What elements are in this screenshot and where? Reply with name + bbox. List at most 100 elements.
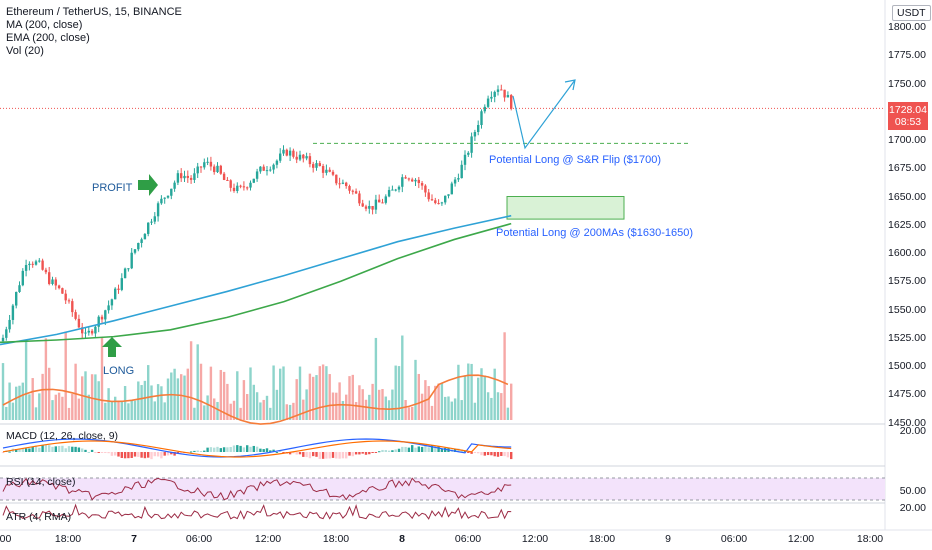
macd-label[interactable]: MACD (12, 26, close, 9) (6, 430, 119, 442)
candle-body (117, 288, 120, 290)
candle-body (180, 173, 183, 179)
macd-histogram-bar (378, 451, 381, 453)
volume-bar (153, 401, 156, 420)
macd-histogram-bar (114, 452, 117, 456)
macd-histogram-bar (262, 449, 265, 452)
ma-200-line (0, 214, 512, 346)
volume-bar (31, 378, 34, 420)
volume-bar (64, 331, 67, 420)
macd-histogram-bar (463, 450, 467, 452)
candle-body (160, 198, 163, 204)
volume-bar (67, 407, 71, 420)
candle-body (312, 164, 315, 168)
volume-bar (206, 395, 209, 420)
candle-body (361, 203, 364, 207)
candle-body (457, 178, 460, 180)
volume-bar (196, 344, 199, 420)
candle-body (447, 194, 450, 196)
macd-line (2, 438, 512, 458)
macd-histogram-bar (312, 452, 315, 457)
macd-histogram-bar (440, 448, 444, 452)
macd-histogram-bar (434, 446, 437, 452)
volume-bar (94, 374, 97, 420)
volume-bar (232, 400, 236, 420)
macd-histogram-bar (345, 452, 348, 459)
macd-histogram-bar (54, 446, 57, 452)
macd-histogram-bar (77, 447, 81, 452)
macd-histogram-bar (506, 452, 510, 458)
currency-badge[interactable]: USDT (892, 5, 931, 21)
macd-histogram-bar (87, 451, 90, 453)
volume-bar (166, 378, 170, 420)
candle-body (21, 270, 24, 286)
candle-body (61, 288, 64, 294)
volume-bar (193, 407, 196, 420)
candle-body (321, 166, 325, 173)
macd-histogram-bar (61, 445, 64, 452)
candle-body (15, 291, 18, 306)
profit-label: PROFIT (92, 182, 133, 194)
macd-histogram-bar (321, 452, 325, 459)
macd-histogram-bar (127, 452, 130, 459)
volume-bar (411, 406, 414, 420)
candle-body (77, 318, 81, 328)
volume-bar (28, 394, 31, 420)
volume-bar (229, 403, 232, 420)
volume-bar (249, 367, 252, 420)
macd-histogram-bar (381, 449, 384, 452)
candle-body (176, 173, 180, 183)
candle-body (156, 203, 160, 217)
macd-histogram-bar (387, 450, 391, 452)
candle-body (259, 166, 262, 172)
candle-body (328, 169, 331, 172)
volume-bar (463, 375, 467, 420)
atr-axis-tick: 20.00 (899, 502, 926, 514)
volume-bar (222, 371, 226, 420)
macd-histogram-bar (368, 452, 371, 455)
volume-bar (490, 397, 493, 420)
candle-body (295, 156, 298, 160)
volume-bar (176, 378, 180, 420)
indicator-ma[interactable]: MA (200, close) (6, 19, 83, 31)
volume-bar (84, 371, 87, 420)
volume-bar (470, 363, 473, 420)
volume-bar (315, 375, 318, 420)
volume-bar (328, 374, 331, 420)
macd-histogram-bar (430, 445, 434, 452)
volume-bar (21, 382, 24, 420)
indicator-ema[interactable]: EMA (200, close) (6, 32, 90, 44)
candle-body (219, 165, 222, 174)
macd-histogram-bar (351, 452, 354, 457)
volume-bar (219, 369, 222, 420)
price-tick-label: 1700.00 (888, 134, 926, 146)
volume-bar (493, 368, 496, 420)
macd-histogram-bar (209, 447, 213, 452)
macd-histogram-bar (206, 447, 209, 452)
macd-histogram-bar (397, 448, 401, 452)
macd-histogram-bar (457, 448, 460, 452)
macd-histogram-bar (216, 446, 219, 452)
macd-histogram-bar (259, 448, 262, 452)
rsi-label[interactable]: RSI (14, close) (6, 476, 76, 488)
macd-histogram-bar (1, 452, 5, 454)
macd-histogram-bar (302, 452, 305, 457)
volume-bar (272, 365, 275, 420)
time-tick-label: 9 (665, 533, 671, 545)
symbol-title: Ethereum / TetherUS, 15, BINANCE (6, 6, 182, 18)
macd-histogram-bar (232, 445, 236, 452)
macd-histogram-bar (81, 448, 84, 452)
atr-label[interactable]: ATR (4, RMA) (6, 511, 72, 523)
price-tick-label: 1550.00 (888, 303, 926, 316)
volume-bar (107, 388, 110, 420)
macd-histogram-bar (34, 445, 38, 452)
candle-body (407, 178, 411, 180)
candle-body (196, 166, 199, 174)
volume-bar (48, 367, 51, 420)
volume-ma-line (2, 374, 509, 425)
volume-bar (496, 392, 500, 420)
indicator-vol[interactable]: Vol (20) (6, 45, 44, 57)
macd-histogram-bar (325, 452, 328, 459)
candle-body (81, 327, 84, 334)
candle-body (147, 222, 150, 234)
